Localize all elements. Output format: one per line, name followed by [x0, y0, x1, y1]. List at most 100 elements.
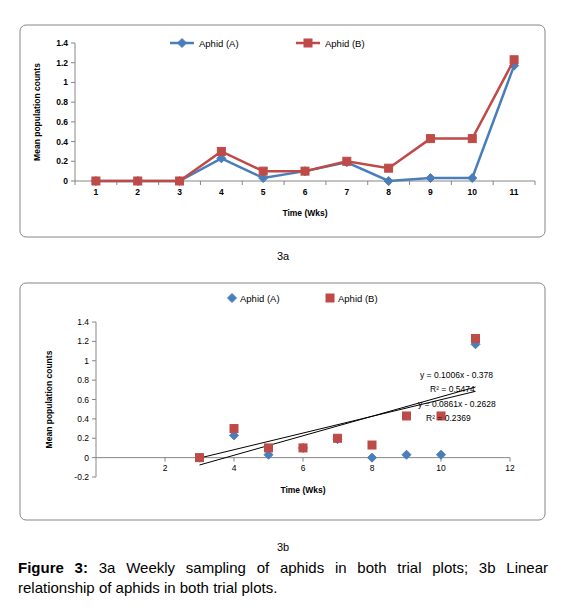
- series-line: [96, 60, 514, 181]
- point: [299, 443, 308, 452]
- trend-equation: y = 0.0861x - 0.2628: [418, 399, 496, 409]
- x-tick: [234, 458, 235, 462]
- panel-label: 3b: [277, 541, 289, 553]
- figure: 123456789101100.20.40.60.811.21.4Time (W…: [0, 0, 565, 611]
- x-tick: [367, 181, 368, 185]
- point: [133, 177, 142, 186]
- point: [426, 135, 434, 143]
- trend-r2: R² = 0.2369: [426, 413, 471, 423]
- series-line: [96, 66, 514, 181]
- x-axis-title: Time (Wks): [280, 485, 325, 495]
- y-tick: [92, 418, 96, 419]
- legend: Aphid (A)Aphid (B): [170, 38, 365, 49]
- point: [259, 167, 267, 175]
- point: [333, 435, 342, 444]
- point: [230, 425, 238, 433]
- x-tick-label: 10: [468, 187, 478, 197]
- legend-label: Aphid (A): [240, 293, 280, 304]
- y-tick-label: -0.2: [74, 472, 89, 482]
- y-tick: [92, 438, 96, 439]
- point: [402, 450, 411, 459]
- x-tick-label: 5: [261, 187, 266, 197]
- y-tick: [92, 380, 96, 381]
- y-tick: [92, 322, 96, 323]
- point: [134, 177, 142, 185]
- x-tick: [242, 181, 243, 185]
- point: [91, 177, 100, 186]
- x-tick-label: 6: [303, 187, 308, 197]
- point: [468, 135, 476, 143]
- point: [426, 174, 435, 183]
- point: [510, 56, 518, 64]
- y-tick: [71, 82, 75, 83]
- x-tick-label: 12: [505, 463, 515, 473]
- legend-marker: [178, 39, 187, 48]
- point: [301, 167, 309, 175]
- point: [368, 441, 376, 449]
- x-tick: [165, 458, 166, 462]
- plot-data: [91, 56, 518, 186]
- x-tick-label: 4: [219, 187, 224, 197]
- y-tick-label: 1.2: [56, 58, 68, 68]
- y-tick-label: 1.4: [56, 38, 68, 48]
- y-tick-label: 0.8: [56, 97, 68, 107]
- point: [176, 177, 184, 185]
- y-tick-label: 0: [63, 176, 68, 186]
- y-tick-label: 0.6: [56, 117, 68, 127]
- y-tick: [92, 360, 96, 361]
- legend: Aphid (A) Aphid (B): [228, 293, 378, 304]
- point: [385, 164, 393, 172]
- x-tick-label: 8: [370, 463, 375, 473]
- chart-area: [20, 283, 545, 520]
- point: [196, 454, 204, 462]
- y-tick-label: 0.4: [77, 414, 89, 424]
- y-tick: [92, 457, 96, 458]
- y-tick: [71, 121, 75, 122]
- y-tick: [92, 477, 96, 478]
- point: [217, 147, 225, 155]
- point: [343, 157, 351, 165]
- x-tick: [535, 181, 536, 185]
- point: [265, 444, 273, 452]
- point: [342, 158, 351, 167]
- y-tick-label: 0.8: [77, 375, 89, 385]
- caption-label: Figure 3:: [18, 559, 88, 576]
- point: [368, 453, 377, 462]
- trend-equation: y = 0.1006x - 0.378: [420, 370, 493, 380]
- legend-label: Aphid (B): [338, 293, 378, 304]
- y-tick: [71, 102, 75, 103]
- point: [299, 444, 307, 452]
- y-axis-title: Mean population counts: [32, 63, 42, 161]
- chart-1: 24681012-0.200.20.40.60.811.21.4Time (Wk…: [20, 283, 545, 553]
- caption: Figure 3: 3a Weekly sampling of aphids i…: [18, 558, 548, 598]
- point: [92, 177, 100, 185]
- legend-marker: [304, 39, 312, 47]
- y-tick-label: 1.4: [77, 317, 89, 327]
- x-tick: [303, 458, 304, 462]
- x-tick-label: 4: [232, 463, 237, 473]
- x-tick-label: 11: [510, 187, 519, 197]
- y-tick: [92, 399, 96, 400]
- y-tick-label: 0.2: [56, 156, 68, 166]
- point: [468, 174, 477, 183]
- x-tick-label: 2: [163, 463, 168, 473]
- x-tick-label: 6: [301, 463, 306, 473]
- x-tick-label: 8: [386, 187, 391, 197]
- trend-r2: R² = 0.5474: [430, 384, 475, 394]
- chart-area: [20, 25, 545, 237]
- x-axis-title: Time (Wks): [282, 208, 327, 218]
- x-tick-label: 7: [344, 187, 349, 197]
- point: [195, 453, 204, 462]
- y-tick: [71, 141, 75, 142]
- x-tick: [325, 181, 326, 185]
- y-tick: [92, 341, 96, 342]
- point: [301, 167, 310, 176]
- y-tick: [71, 161, 75, 162]
- point: [175, 177, 184, 186]
- legend-marker: [326, 294, 334, 302]
- chart-0: 123456789101100.20.40.60.811.21.4Time (W…: [20, 25, 545, 262]
- y-tick-label: 1: [63, 77, 68, 87]
- x-tick-label: 2: [135, 187, 140, 197]
- x-tick: [510, 458, 511, 462]
- legend-label: Aphid (B): [325, 38, 365, 49]
